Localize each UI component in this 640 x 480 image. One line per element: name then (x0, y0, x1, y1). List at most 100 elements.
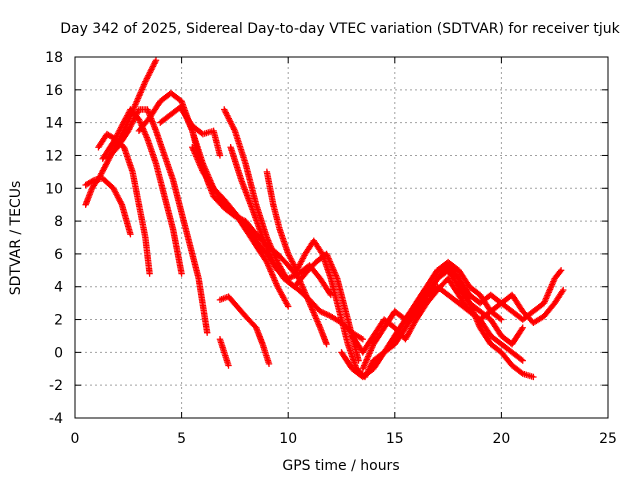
data-point-fill (296, 287, 312, 302)
data-point-fill (243, 227, 259, 248)
data-point-fill (100, 176, 116, 191)
series-13 (227, 144, 362, 364)
data-point (146, 270, 153, 277)
data-point-fill (541, 276, 558, 305)
data-point-fill (195, 276, 211, 335)
data-point (152, 57, 160, 64)
data-point-fill (243, 222, 259, 243)
data-point-fill (552, 268, 564, 281)
data-point-fill (189, 145, 206, 174)
y-axis-label: SDTVAR / TECUs (8, 181, 24, 296)
x-tick-label: 25 (599, 431, 617, 447)
data-point-fill (286, 271, 301, 282)
series-17 (359, 258, 505, 372)
data-point-fill (360, 334, 376, 355)
data-point-fill (371, 350, 387, 363)
data-point-fill (275, 285, 291, 309)
data-point-fill (243, 219, 259, 237)
data-point-fill (100, 140, 116, 161)
data-point (498, 316, 505, 323)
data-point (216, 152, 224, 159)
data-point (203, 329, 211, 336)
data-point-fill (531, 314, 546, 326)
data-point-fill (189, 129, 206, 166)
data-point-fill (382, 341, 397, 355)
series-11 (216, 336, 232, 369)
x-tick-label: 5 (177, 431, 186, 447)
data-point-fill (307, 297, 323, 314)
data-point-fill (445, 276, 462, 297)
data-point (560, 286, 567, 294)
data-point-fill (121, 145, 136, 174)
data-point-fill (132, 79, 148, 108)
series-4 (99, 106, 185, 277)
data-point-fill (142, 235, 153, 276)
data-point-fill (403, 304, 419, 322)
data-point-fill (277, 227, 291, 256)
data-point-fill (414, 293, 429, 309)
data-point (557, 267, 565, 274)
y-tick-label: 6 (54, 247, 63, 263)
data-point-fill (520, 309, 536, 322)
data-point-fill (360, 342, 377, 371)
data-point-fill (456, 268, 472, 289)
data-point-fill (221, 350, 232, 368)
data-point-fill (136, 203, 149, 240)
data-point-fill (221, 107, 238, 133)
series-10 (216, 293, 273, 368)
data-point-fill (467, 300, 482, 314)
data-point-fill (238, 178, 255, 210)
data-point-fill (104, 145, 120, 161)
data-point-fill (339, 350, 355, 371)
data-point-fill (119, 203, 134, 236)
data-point-fill (234, 304, 248, 319)
data-point-fill (509, 293, 526, 314)
y-tick-label: 2 (54, 313, 63, 329)
y-tick-label: 8 (54, 214, 63, 230)
data-point (327, 291, 335, 299)
data-point-fill (178, 211, 193, 248)
data-point-fill (392, 325, 408, 346)
y-tick-label: -4 (49, 411, 63, 427)
data-point (225, 362, 232, 369)
data-point (178, 270, 185, 277)
data-point-fill (371, 317, 387, 338)
y-tick-label: 12 (45, 148, 63, 164)
data-point-fill (110, 186, 125, 207)
data-point-fill (499, 300, 514, 314)
data-point (285, 303, 292, 310)
data-point (359, 336, 367, 343)
data-point-fill (413, 284, 430, 305)
data-point-fill (275, 251, 291, 268)
data-point-fill (211, 186, 227, 202)
data-point-fill (445, 268, 462, 289)
data-point-fill (270, 260, 287, 281)
data-point-fill (488, 341, 504, 355)
data-point-fill (147, 99, 163, 120)
data-point-fill (392, 317, 408, 338)
data-point (323, 340, 330, 348)
data-point-fill (170, 178, 185, 215)
data-point-fill (170, 227, 185, 276)
data-point-fill (403, 309, 419, 330)
y-tick-label: 16 (45, 83, 63, 99)
data-point-fill (144, 137, 159, 166)
y-tick-label: 14 (45, 116, 63, 132)
data-point (519, 357, 526, 364)
series-19 (391, 267, 565, 340)
data-point-fill (334, 276, 351, 322)
data-point-fill (115, 129, 131, 150)
x-tick-label: 0 (71, 431, 80, 447)
data-point-fill (317, 326, 330, 346)
data-point-fill (161, 194, 176, 231)
data-point-fill (552, 288, 566, 305)
plot-frame (74, 56, 609, 419)
chart-title: Day 342 of 2025, Sidereal Day-to-day VTE… (60, 21, 620, 37)
data-point-fill (179, 107, 195, 128)
x-tick-label: 20 (492, 431, 510, 447)
data-point-fill (264, 260, 281, 289)
data-point-fill (306, 301, 323, 330)
y-tick-label: 0 (54, 345, 63, 361)
y-tick-label: -2 (49, 378, 63, 394)
data-point-fill (413, 301, 430, 322)
